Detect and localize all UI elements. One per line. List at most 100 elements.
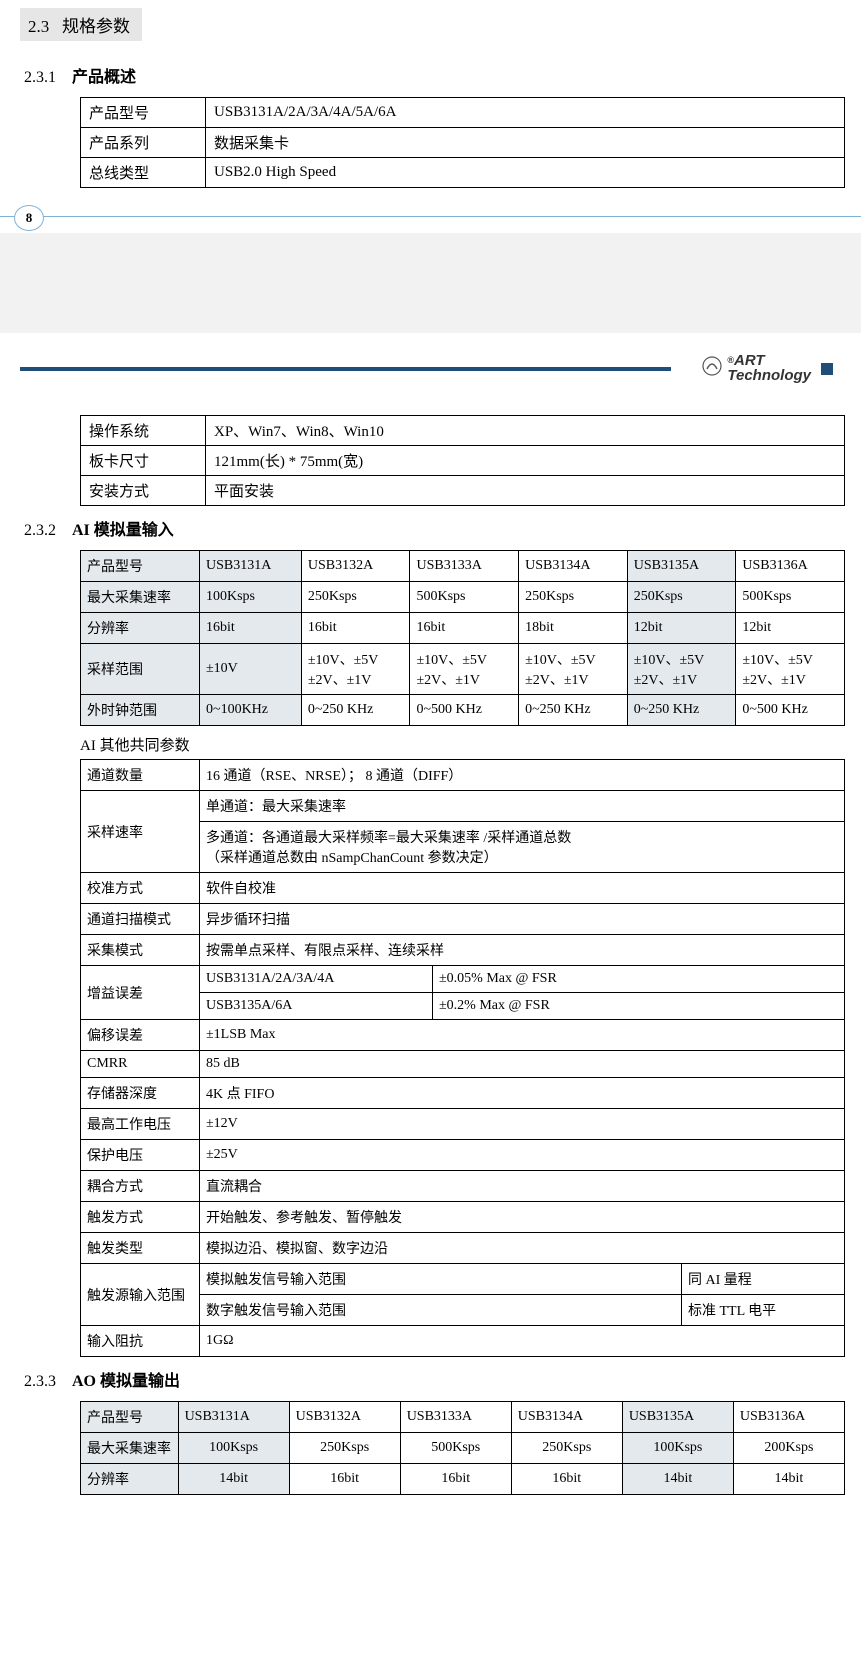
value: 100Ksps	[178, 1433, 289, 1464]
col-header: USB3131A	[178, 1402, 289, 1433]
label: 增益误差	[81, 966, 200, 1020]
value: 16bit	[200, 613, 302, 644]
col-header: USB3136A	[736, 551, 845, 582]
label: 操作系统	[81, 416, 206, 446]
value: 250Ksps	[519, 582, 628, 613]
col-header: USB3134A	[511, 1402, 622, 1433]
value: ±10V、±5V±2V、±1V	[627, 644, 736, 695]
value: 12bit	[627, 613, 736, 644]
value: 软件自校准	[200, 873, 845, 904]
value: 16bit	[511, 1464, 622, 1495]
ai-common-caption: AI 其他共同参数	[80, 734, 841, 755]
label: 耦合方式	[81, 1171, 200, 1202]
page-header: ®ART Technology	[20, 353, 841, 385]
logo: ®ART Technology	[701, 353, 811, 383]
value: 100Ksps	[200, 582, 302, 613]
col-header: USB3133A	[400, 1402, 511, 1433]
header-bar	[20, 367, 671, 371]
value: ±1LSB Max	[200, 1020, 845, 1051]
value: 16bit	[400, 1464, 511, 1495]
label: 触发方式	[81, 1202, 200, 1233]
value: 模拟触发信号输入范围	[200, 1264, 682, 1295]
value: ±10V、±5V±2V、±1V	[519, 644, 628, 695]
col-header: USB3136A	[733, 1402, 844, 1433]
value: 16bit	[289, 1464, 400, 1495]
value: 85 dB	[200, 1051, 845, 1078]
value: USB3131A/2A/3A/4A/5A/6A	[206, 98, 845, 128]
label: 采集模式	[81, 935, 200, 966]
section-num: 2.3	[28, 17, 49, 36]
value: 100Ksps	[622, 1433, 733, 1464]
label: 采样范围	[81, 644, 200, 695]
label: 板卡尺寸	[81, 446, 206, 476]
value: 直流耦合	[200, 1171, 845, 1202]
col-header: USB3135A	[622, 1402, 733, 1433]
value: 14bit	[622, 1464, 733, 1495]
value: ±0.2% Max @ FSR	[433, 993, 845, 1020]
value: ±10V、±5V±2V、±1V	[410, 644, 519, 695]
label: 产品型号	[81, 551, 200, 582]
label: CMRR	[81, 1051, 200, 1078]
value: 数据采集卡	[206, 128, 845, 158]
label: 存储器深度	[81, 1078, 200, 1109]
value: 4K 点 FIFO	[200, 1078, 845, 1109]
label: 分辨率	[81, 1464, 179, 1495]
value: 单通道：最大采集速率	[200, 791, 845, 822]
value: 12bit	[736, 613, 845, 644]
label: 产品系列	[81, 128, 206, 158]
value: 250Ksps	[627, 582, 736, 613]
label: 最大采集速率	[81, 582, 200, 613]
label: 触发类型	[81, 1233, 200, 1264]
col-header: USB3132A	[301, 551, 410, 582]
page-number: 8	[14, 205, 44, 231]
value: 多通道：各通道最大采样频率=最大采集速率 /采样通道总数（采样通道总数由 nSa…	[200, 822, 845, 873]
value: 标准 TTL 电平	[682, 1295, 845, 1326]
value: ±0.05% Max @ FSR	[433, 966, 845, 993]
logo-bottom: Technology	[727, 367, 811, 384]
label: 安装方式	[81, 476, 206, 506]
value: 0~500 KHz	[410, 695, 519, 726]
value: USB3135A/6A	[200, 993, 433, 1020]
sub-title: 产品概述	[72, 69, 136, 86]
ai-common-table: 通道数量16 通道（RSE、NRSE）； 8 通道（DIFF）采样速率单通道：最…	[80, 759, 845, 1357]
value: 121mm(长) * 75mm(宽)	[206, 446, 845, 476]
value: 同 AI 量程	[682, 1264, 845, 1295]
value: 开始触发、参考触发、暂停触发	[200, 1202, 845, 1233]
value: ±10V	[200, 644, 302, 695]
label: 触发源输入范围	[81, 1264, 200, 1326]
label: 校准方式	[81, 873, 200, 904]
product-overview-table-2: 操作系统XP、Win7、Win8、Win10板卡尺寸121mm(长) * 75m…	[80, 415, 845, 506]
value: 按需单点采样、有限点采样、连续采样	[200, 935, 845, 966]
page-gap	[0, 233, 861, 333]
value: 500Ksps	[736, 582, 845, 613]
value: 250Ksps	[301, 582, 410, 613]
value: USB2.0 High Speed	[206, 158, 845, 188]
label: 采样速率	[81, 791, 200, 873]
label: 分辨率	[81, 613, 200, 644]
value: 异步循环扫描	[200, 904, 845, 935]
value: 0~250 KHz	[519, 695, 628, 726]
ai-model-table: 产品型号USB3131AUSB3132AUSB3133AUSB3134AUSB3…	[80, 550, 845, 726]
sub-num: 2.3.2	[24, 522, 56, 539]
label: 最高工作电压	[81, 1109, 200, 1140]
label: 通道数量	[81, 760, 200, 791]
value: 平面安装	[206, 476, 845, 506]
subsection-2-3-2: 2.3.2 AI 模拟量输入	[24, 516, 841, 540]
value: ±10V、±5V±2V、±1V	[736, 644, 845, 695]
value: 14bit	[733, 1464, 844, 1495]
value: ±12V	[200, 1109, 845, 1140]
col-header: USB3132A	[289, 1402, 400, 1433]
label: 保护电压	[81, 1140, 200, 1171]
value: USB3131A/2A/3A/4A	[200, 966, 433, 993]
label: 总线类型	[81, 158, 206, 188]
value: 1GΩ	[200, 1326, 845, 1357]
subsection-2-3-1: 2.3.1 产品概述	[24, 63, 841, 87]
col-header: USB3135A	[627, 551, 736, 582]
section-heading: 2.3 规格参数	[20, 8, 142, 41]
section-title: 规格参数	[62, 17, 130, 36]
label: 输入阻抗	[81, 1326, 200, 1357]
value: 0~100KHz	[200, 695, 302, 726]
page-footer: 8	[0, 216, 861, 219]
col-header: USB3131A	[200, 551, 302, 582]
value: 14bit	[178, 1464, 289, 1495]
